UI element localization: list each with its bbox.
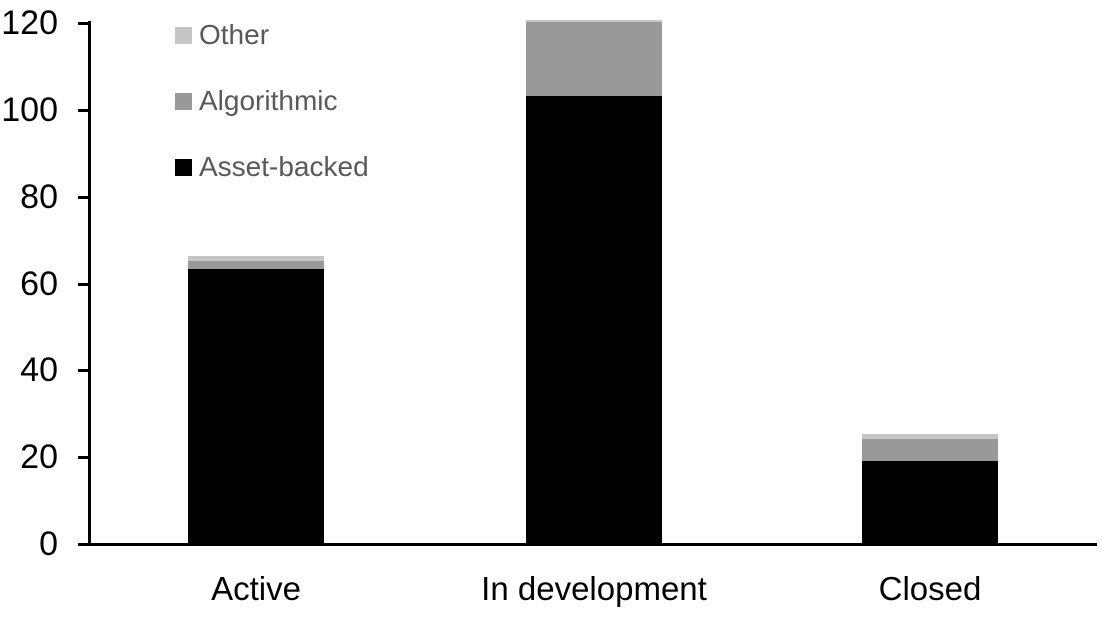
bar-segment-other-in-development bbox=[526, 19, 662, 22]
y-tick-label: 0 bbox=[39, 525, 58, 563]
y-tick-mark bbox=[78, 195, 88, 199]
x-axis-label-in-development: In development bbox=[481, 570, 707, 607]
y-axis-line bbox=[88, 21, 91, 546]
y-tick-mark bbox=[78, 22, 88, 25]
bar-segment-asset-backed-in-development bbox=[526, 95, 662, 543]
legend-label: Asset-backed bbox=[199, 151, 369, 182]
bar-segment-algorithmic-closed bbox=[862, 438, 998, 461]
legend-label: Algorithmic bbox=[199, 85, 338, 116]
legend-swatch-icon bbox=[175, 26, 192, 44]
legend-swatch-icon bbox=[175, 92, 192, 110]
legend-item-algorithmic: Algorithmic bbox=[175, 85, 338, 116]
bar-segment-other-active bbox=[188, 256, 324, 261]
y-tick-mark bbox=[78, 456, 88, 460]
y-tick-label: 80 bbox=[20, 177, 58, 216]
bar-segment-algorithmic-active bbox=[188, 260, 324, 270]
x-axis-line bbox=[78, 543, 1097, 546]
bar-segment-asset-backed-closed bbox=[862, 460, 998, 543]
x-axis-label-active: Active bbox=[211, 570, 301, 607]
legend-label: Other bbox=[199, 19, 270, 50]
bar-segment-other-closed bbox=[862, 434, 998, 439]
y-tick-label: 120 bbox=[1, 4, 58, 42]
bar-segment-algorithmic-in-development bbox=[526, 22, 662, 96]
y-tick-label: 40 bbox=[20, 351, 58, 390]
y-tick-mark bbox=[78, 282, 88, 286]
y-tick-mark bbox=[78, 369, 88, 373]
legend-swatch-icon bbox=[175, 158, 192, 176]
y-tick-label: 100 bbox=[1, 90, 58, 129]
y-tick-mark bbox=[78, 108, 88, 112]
y-tick-mark bbox=[78, 543, 88, 546]
x-axis-label-closed: Closed bbox=[878, 570, 982, 607]
y-tick-label: 20 bbox=[20, 438, 58, 477]
legend-item-asset-backed: Asset-backed bbox=[175, 151, 369, 182]
legend-item-other: Other bbox=[175, 19, 270, 50]
bar-segment-asset-backed-active bbox=[188, 269, 324, 543]
y-tick-label: 60 bbox=[20, 264, 58, 303]
